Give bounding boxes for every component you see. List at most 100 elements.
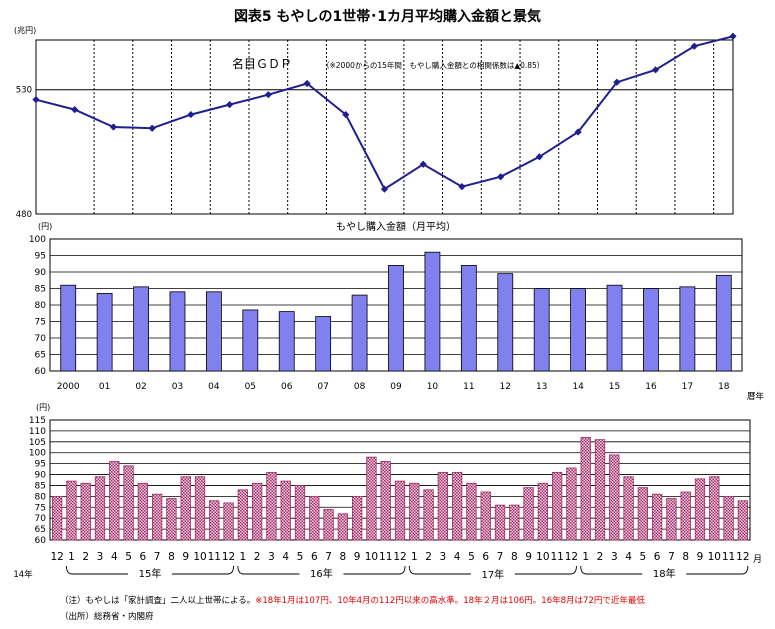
annual-x-tick-label: 07 [317, 382, 328, 392]
monthly-x-tick-label: 11 [550, 551, 563, 563]
monthly-x-tick-label: 1 [411, 551, 418, 563]
monthly-x-tick-label: 3 [97, 551, 104, 563]
monthly-year-bracket [237, 565, 406, 575]
monthly-bar [694, 478, 706, 541]
gdp-data-point [187, 110, 195, 119]
monthly-x-tick-label: 12 [222, 551, 235, 563]
gdp-data-point [535, 153, 543, 161]
monthly-y-tick-label: 70 [35, 514, 47, 524]
monthly-bar [709, 476, 720, 541]
annual-bar [497, 273, 514, 372]
monthly-x-tick-label: 2 [597, 551, 604, 563]
monthly-y-tick-label: 110 [29, 427, 46, 437]
annual-x-tick-label: 03 [172, 382, 183, 392]
annual-y-tick-label: 65 [35, 351, 46, 361]
gdp-correlation-note: （※2000からの15年間 もやし購入金額との相関係数は▲0.85） [322, 60, 544, 70]
annual-bar [606, 284, 623, 372]
monthly-x-axis-label: 月 [753, 554, 762, 565]
monthly-x-tick-label: 12 [565, 551, 578, 563]
monthly-x-tick-label: 5 [468, 551, 475, 563]
monthly-x-tick-label: 10 [708, 551, 721, 563]
annual-x-tick-label: 02 [135, 382, 146, 392]
gdp-data-point [729, 32, 737, 40]
monthly-year-bracket [65, 565, 235, 575]
monthly-bar [437, 471, 449, 541]
monthly-x-tick-label: 1 [68, 551, 75, 563]
monthly-x-tick-label: 3 [268, 551, 275, 563]
annual-x-tick-label: 15 [609, 382, 620, 392]
annual-x-tick-label: 12 [500, 382, 511, 392]
gdp-data-point [380, 185, 389, 193]
monthly-bar [194, 476, 206, 541]
monthly-x-tick-label: 12 [50, 551, 63, 563]
gdp-data-point [342, 110, 350, 119]
gdp-data-point [226, 101, 234, 109]
annual-x-tick-label: 17 [682, 382, 693, 392]
annual-x-tick-label: 04 [208, 382, 220, 392]
annual-bar [643, 288, 659, 372]
gdp-data-point [71, 106, 79, 114]
annual-bar [351, 294, 368, 372]
annual-x-tick-label: 01 [99, 382, 110, 392]
monthly-bar [251, 482, 263, 541]
annual-bar [388, 264, 404, 372]
monthly-bar [723, 495, 734, 541]
monthly-bar [337, 513, 349, 541]
annual-x-axis-label: 暦年 [747, 391, 765, 402]
monthly-year-label: 18年 [653, 567, 676, 580]
monthly-bar [209, 500, 220, 541]
monthly-year-bracket [408, 565, 577, 575]
monthly-x-tick-label: 9 [182, 551, 189, 563]
monthly-x-tick-label: 7 [668, 551, 675, 563]
monthly-year-label: 16年 [310, 567, 333, 580]
monthly-x-tick-label: 9 [697, 551, 704, 563]
annual-y-tick-label: 85 [35, 285, 46, 295]
monthly-y-tick-label: 95 [35, 460, 46, 470]
page-title: 図表5 もやしの1世帯･1カ月平均購入金額と景気 [233, 9, 542, 25]
footnote-source: （出所）総務省・内閣府 [60, 612, 154, 622]
annual-x-tick-label: 09 [390, 382, 402, 392]
annual-x-tick-label: 2000 [57, 382, 80, 392]
annual-bar [424, 251, 441, 372]
monthly-bar [594, 439, 606, 541]
monthly-x-tick-label: 7 [325, 551, 332, 563]
monthly-bar [480, 491, 491, 541]
annual-bar [133, 286, 149, 372]
monthly-bar [223, 502, 234, 541]
annual-x-tick-label: 06 [281, 382, 293, 392]
annual-bar [96, 293, 113, 372]
monthly-y-tick-label: 115 [29, 416, 46, 426]
monthly-bar [623, 476, 634, 541]
annual-y-tick-label: 100 [29, 235, 46, 245]
annual-x-tick-label: 10 [427, 382, 439, 392]
monthly-x-tick-label: 9 [525, 551, 532, 563]
monthly-y-tick-label: 105 [29, 438, 46, 448]
monthly-bar [523, 487, 534, 541]
footnote-note-text: （注）もやしは「家計調査」二人以上世帯による。 [60, 596, 256, 606]
monthly-bar [309, 495, 320, 541]
annual-bar [169, 291, 186, 372]
monthly-x-tick-label: 10 [193, 551, 206, 563]
annual-x-tick-label: 16 [645, 382, 657, 392]
monthly-y-tick-label: 65 [35, 525, 46, 535]
monthly-y-tick-label: 80 [35, 492, 47, 502]
monthly-bar [580, 437, 591, 541]
monthly-bar [123, 465, 134, 541]
monthly-x-tick-label: 8 [340, 551, 347, 563]
monthly-x-tick-label: 4 [454, 551, 461, 563]
gdp-data-point [32, 96, 40, 104]
monthly-x-tick-label: 6 [311, 551, 318, 563]
monthly-x-tick-label: 7 [497, 551, 504, 563]
monthly-year-label: 17年 [481, 568, 504, 581]
monthly-bar [51, 495, 63, 541]
monthly-x-tick-label: 8 [682, 551, 689, 563]
monthly-bar [651, 493, 663, 541]
monthly-bar [180, 476, 191, 541]
monthly-x-tick-label: 6 [654, 551, 661, 563]
monthly-bar [66, 480, 77, 541]
annual-x-tick-label: 18 [718, 382, 730, 392]
gdp-data-point [264, 91, 272, 99]
monthly-bar [466, 482, 477, 541]
monthly-x-tick-label: 2 [254, 551, 261, 563]
annual-bar [679, 286, 696, 372]
